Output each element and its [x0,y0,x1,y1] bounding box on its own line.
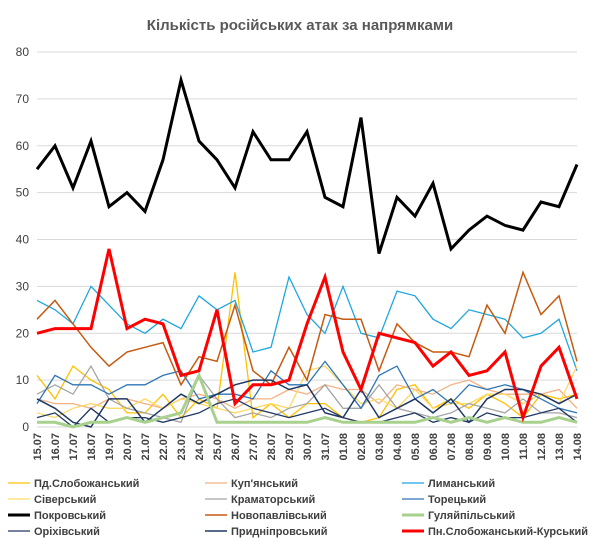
legend: Пд.Слобожанський Куп'янський Лиманський Сів… [8,478,588,538]
legend-item: Краматорський [205,494,315,506]
x-tick-label: 15.07 [32,433,44,461]
x-tick-label: 18.07 [86,433,98,461]
x-tick-label: 30.07 [302,433,314,461]
x-tick-label: 12.08 [536,433,548,461]
legend-item: Пн.Слобожанський-Курський [402,526,588,538]
x-tick-label: 11.08 [518,433,530,460]
x-tick-label: 13.08 [554,433,566,461]
x-tick-label: 05.08 [410,433,422,461]
x-tick-label: 26.07 [230,433,242,461]
legend-item: Придніпровський [205,526,328,538]
legend-item: Торецький [402,494,486,506]
series-line [36,364,578,424]
legend-label: Краматорський [231,494,315,506]
y-tick-label: 60 [16,139,30,153]
x-tick-label: 31.07 [320,433,332,461]
y-tick-label: 30 [16,279,30,293]
x-tick-label: 06.08 [428,433,440,461]
x-tick-label: 09.08 [482,433,494,461]
x-tick-label: 07.08 [446,433,458,461]
legend-label: Сіверський [34,494,96,506]
legend-item: Оріхівський [8,526,100,538]
legend-label: Гуляйпільський [428,510,515,522]
legend-label: Оріхівський [34,526,100,538]
y-axis-ticks: 0 10 20 30 40 50 60 70 80 [16,45,30,434]
series-line [37,371,578,429]
y-tick-label: 0 [22,420,29,434]
legend-label: Торецький [428,494,486,506]
series-line [36,379,578,428]
legend-item: Пд.Слобожанський [8,478,139,490]
x-tick-label: 22.07 [158,433,170,461]
legend-item: Лиманський [402,478,495,490]
x-tick-label: 17.07 [68,433,80,461]
x-tick-label: 04.08 [392,433,404,461]
legend-item: Куп'янський [205,478,298,490]
legend-label: Придніпровський [231,526,328,538]
legend-label: Покровський [34,510,106,522]
legend-item: Новопавлівський [205,510,327,522]
legend-label: Куп'янський [231,478,298,490]
y-tick-label: 80 [16,45,30,59]
x-tick-label: 10.08 [500,433,512,461]
y-tick-label: 40 [16,233,30,247]
x-tick-label: 20.07 [122,433,134,461]
legend-label: Пд.Слобожанський [34,478,139,490]
x-tick-label: 21.07 [140,433,152,461]
x-tick-label: 28.07 [266,433,278,461]
series-lines [35,74,579,429]
series-line [36,248,579,423]
x-tick-label: 27.07 [248,433,260,461]
x-tick-label: 29.07 [284,433,296,461]
x-tick-label: 19.07 [104,433,116,461]
x-tick-label: 03.08 [374,433,386,461]
legend-label: Лиманський [428,478,495,490]
legend-item: Покровський [8,510,106,522]
y-tick-label: 20 [16,326,30,340]
x-tick-label: 14.08 [572,433,584,461]
x-tick-label: 08.08 [464,433,476,461]
series-line [35,74,579,255]
y-tick-label: 10 [16,373,30,387]
x-tick-label: 02.08 [356,433,368,461]
y-tick-label: 50 [16,186,30,200]
legend-label: Новопавлівський [231,510,327,522]
x-tick-label: 01.08 [338,433,350,461]
x-tick-label: 16.07 [50,433,62,461]
series-line [36,270,578,387]
x-tick-label: 25.07 [212,433,224,461]
legend-item: Гуляйпільський [402,510,515,522]
chart-title: Кількість російських атак за напрямками [147,17,453,34]
legend-label: Пн.Слобожанський-Курський [428,526,588,538]
x-tick-label: 23.07 [176,433,188,461]
x-tick-label: 24.07 [194,433,206,461]
y-tick-label: 70 [16,92,30,106]
legend-item: Сіверський [8,494,96,506]
x-axis-ticks: 15.07 16.07 17.07 18.07 19.07 20.07 21.07 22.07… [32,433,584,461]
